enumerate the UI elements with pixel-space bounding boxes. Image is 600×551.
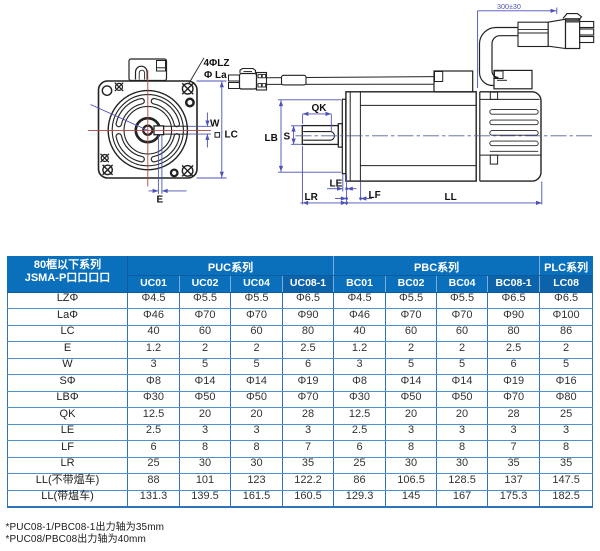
svg-text:QK: QK [312, 103, 328, 114]
svg-text:E: E [157, 195, 164, 206]
svg-text:LL: LL [445, 192, 457, 203]
svg-text:4ΦLZ: 4ΦLZ [204, 58, 230, 69]
svg-text:W: W [210, 119, 220, 130]
svg-text:LC: LC [225, 130, 238, 141]
svg-text:LR: LR [305, 192, 319, 203]
svg-text:LB: LB [265, 133, 278, 144]
svg-text:LF: LF [369, 190, 381, 201]
svg-text:Φ La: Φ La [204, 70, 227, 81]
svg-text:S: S [284, 131, 291, 142]
svg-text:300±30: 300±30 [497, 2, 521, 11]
svg-text:LE: LE [330, 178, 343, 189]
